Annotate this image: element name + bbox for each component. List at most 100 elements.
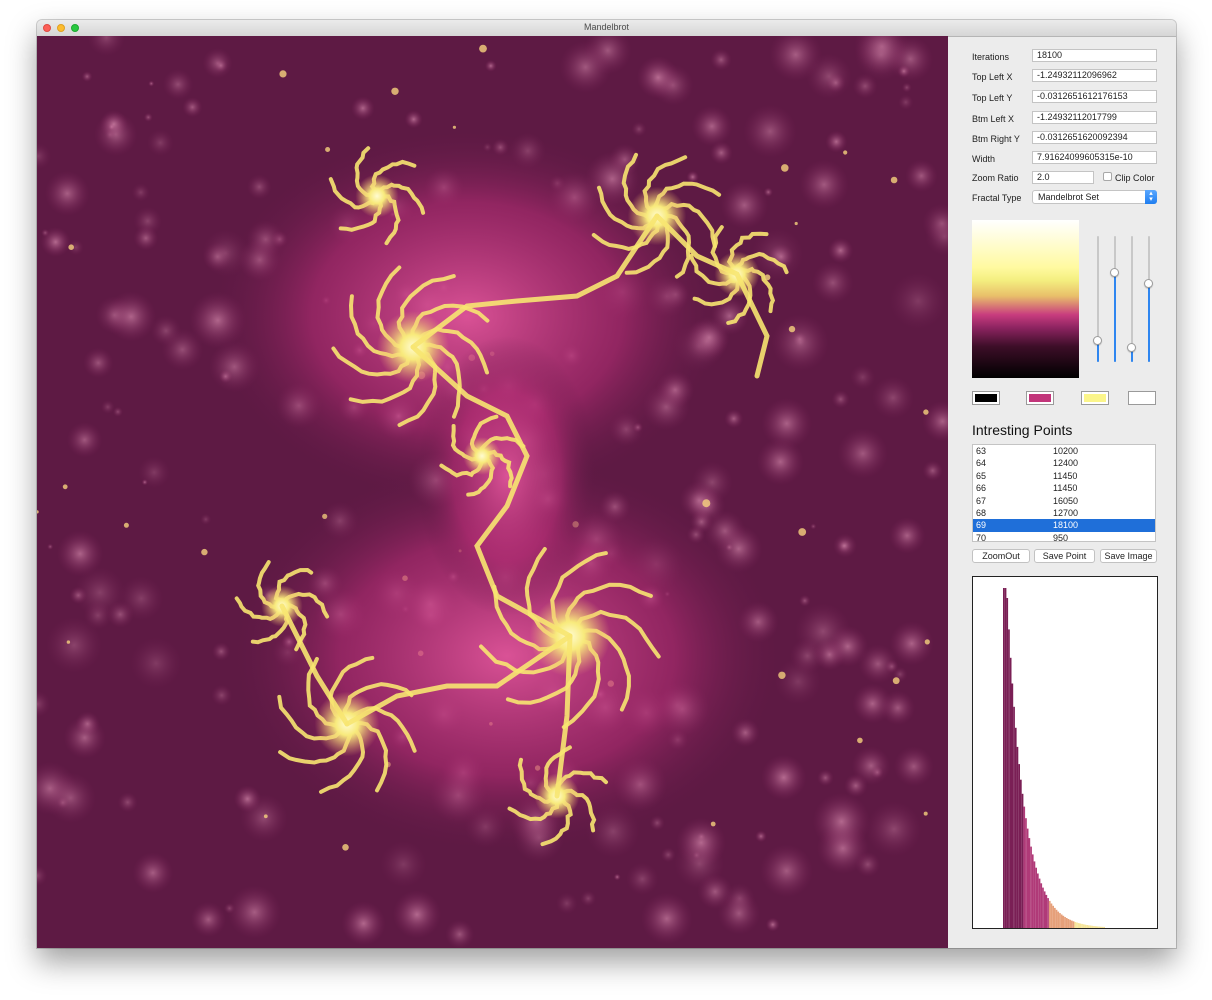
app-window: Mandelbrot I bbox=[37, 20, 1176, 948]
color-slider-2[interactable] bbox=[1110, 236, 1119, 362]
width-label: Width bbox=[972, 154, 996, 164]
histogram-bar bbox=[1059, 913, 1061, 928]
point-id: 67 bbox=[976, 495, 987, 506]
window-title: Mandelbrot bbox=[583, 22, 630, 32]
slider-knob[interactable] bbox=[1110, 267, 1119, 277]
btm-left-x-field[interactable]: -1.24932112017799 bbox=[1032, 111, 1157, 124]
slider-fill bbox=[1097, 340, 1099, 362]
slider-knob[interactable] bbox=[1127, 343, 1136, 353]
histogram-bar bbox=[1091, 925, 1094, 928]
interesting-points-title: Intresting Points bbox=[972, 422, 1073, 438]
point-iterations: 11450 bbox=[1053, 470, 1078, 481]
color-slider-4[interactable] bbox=[1144, 236, 1153, 362]
iterations-label: Iterations bbox=[972, 52, 1010, 62]
histogram-bar bbox=[1031, 854, 1034, 928]
save-image-button[interactable]: Save Image bbox=[1100, 549, 1157, 563]
histogram-bar bbox=[1094, 926, 1097, 928]
fractal-type-value: Mandelbrot Set bbox=[1038, 192, 1100, 202]
fractal-canvas[interactable] bbox=[37, 36, 948, 948]
color-well-yellow[interactable] bbox=[1081, 391, 1109, 405]
btm-right-y-field[interactable]: -0.0312651620092394 bbox=[1032, 131, 1157, 144]
zoom-window-button[interactable] bbox=[71, 24, 79, 32]
histogram-bar bbox=[1052, 905, 1054, 928]
list-item[interactable]: 64 12400 bbox=[973, 457, 1155, 469]
histogram-bar bbox=[1048, 900, 1051, 928]
list-item[interactable]: 66 11450 bbox=[973, 482, 1155, 494]
clip-color-checkbox[interactable] bbox=[1103, 172, 1112, 181]
list-item[interactable]: 63 10200 bbox=[973, 445, 1155, 457]
point-iterations: 12700 bbox=[1053, 507, 1079, 518]
list-item[interactable]: 69 18100 bbox=[973, 519, 1155, 532]
zoom-out-button[interactable]: ZoomOut bbox=[972, 549, 1030, 563]
swatch-color bbox=[1029, 394, 1051, 402]
histogram-bar bbox=[1018, 764, 1020, 928]
top-left-x-field[interactable]: -1.24932112096962 bbox=[1032, 69, 1157, 82]
histogram-bar bbox=[1088, 925, 1090, 928]
close-window-button[interactable] bbox=[43, 24, 51, 32]
histogram-bar bbox=[1064, 917, 1066, 928]
histogram-bar bbox=[1038, 878, 1041, 928]
histogram-bar bbox=[1089, 925, 1092, 928]
color-well-magenta[interactable] bbox=[1026, 391, 1054, 405]
histogram-bar bbox=[1101, 926, 1104, 928]
fractal-spirals bbox=[234, 146, 789, 847]
point-iterations: 10200 bbox=[1053, 446, 1079, 456]
list-item[interactable]: 70 950 bbox=[973, 532, 1155, 542]
color-well-black[interactable] bbox=[972, 391, 1000, 405]
fractal-type-select[interactable]: Mandelbrot Set ▴ ▾ bbox=[1032, 190, 1157, 204]
histogram-bar bbox=[1013, 706, 1015, 928]
color-slider-3[interactable] bbox=[1127, 236, 1136, 362]
histogram-bar bbox=[1050, 903, 1053, 928]
interesting-points-list[interactable]: 63 10200 64 12400 65 11450 66 11450 67 16050 68 127… bbox=[972, 444, 1156, 542]
color-slider-1[interactable] bbox=[1093, 236, 1102, 362]
histogram-bar bbox=[1037, 873, 1039, 928]
histogram-bar bbox=[1084, 924, 1087, 928]
list-item[interactable]: 68 12700 bbox=[973, 507, 1155, 519]
control-panel: Iterations 18100 Top Left X -1.249321120… bbox=[948, 36, 1176, 948]
slider-knob[interactable] bbox=[1144, 278, 1153, 288]
histogram-bar bbox=[1023, 806, 1026, 928]
list-item[interactable]: 67 16050 bbox=[973, 495, 1155, 507]
histogram-bar bbox=[1060, 914, 1063, 928]
histogram-bar bbox=[1086, 925, 1088, 928]
chevron-updown-icon: ▴ ▾ bbox=[1145, 190, 1157, 204]
color-gradient-preview bbox=[972, 220, 1079, 378]
save-point-button[interactable]: Save Point bbox=[1034, 549, 1095, 563]
point-iterations: 11450 bbox=[1053, 483, 1078, 494]
slider-fill bbox=[1114, 272, 1116, 362]
fractal-type-label: Fractal Type bbox=[972, 193, 1022, 203]
histogram-bar bbox=[1081, 923, 1083, 928]
histogram-bar bbox=[1020, 779, 1022, 928]
point-iterations: 16050 bbox=[1053, 495, 1079, 506]
point-id: 69 bbox=[976, 520, 987, 531]
point-iterations: 12400 bbox=[1053, 458, 1079, 469]
histogram-bar bbox=[1065, 918, 1068, 928]
point-id: 70 bbox=[976, 532, 987, 542]
point-iterations: 950 bbox=[1053, 532, 1069, 542]
iteration-histogram bbox=[972, 576, 1158, 929]
histogram-bar bbox=[1099, 926, 1102, 928]
histogram-bar bbox=[1033, 861, 1036, 928]
width-field[interactable]: 7.91624099605315e-10 bbox=[1032, 151, 1157, 164]
fractal-glow bbox=[207, 126, 787, 856]
histogram-bar bbox=[1054, 907, 1056, 928]
histogram-bar bbox=[1003, 588, 1005, 928]
minimize-window-button[interactable] bbox=[57, 24, 65, 32]
histogram-bar bbox=[1004, 588, 1007, 928]
point-id: 64 bbox=[976, 458, 987, 469]
zoom-ratio-field[interactable]: 2.0 bbox=[1032, 171, 1094, 184]
clip-color-label: Clip Color bbox=[1115, 173, 1155, 183]
histogram-bar bbox=[1079, 923, 1082, 928]
histogram-bar bbox=[1016, 746, 1019, 928]
histogram-bar bbox=[1076, 922, 1078, 928]
histogram-bar bbox=[1055, 909, 1058, 928]
color-well-white[interactable] bbox=[1128, 391, 1156, 405]
histogram-bar bbox=[1035, 867, 1037, 928]
histogram-bar bbox=[1069, 919, 1071, 928]
list-item[interactable]: 65 11450 bbox=[973, 470, 1155, 482]
slider-knob[interactable] bbox=[1093, 335, 1102, 345]
histogram-bar bbox=[1072, 921, 1075, 928]
point-id: 68 bbox=[976, 507, 987, 518]
top-left-y-field[interactable]: -0.0312651612176153 bbox=[1032, 90, 1157, 103]
iterations-field[interactable]: 18100 bbox=[1032, 49, 1157, 62]
